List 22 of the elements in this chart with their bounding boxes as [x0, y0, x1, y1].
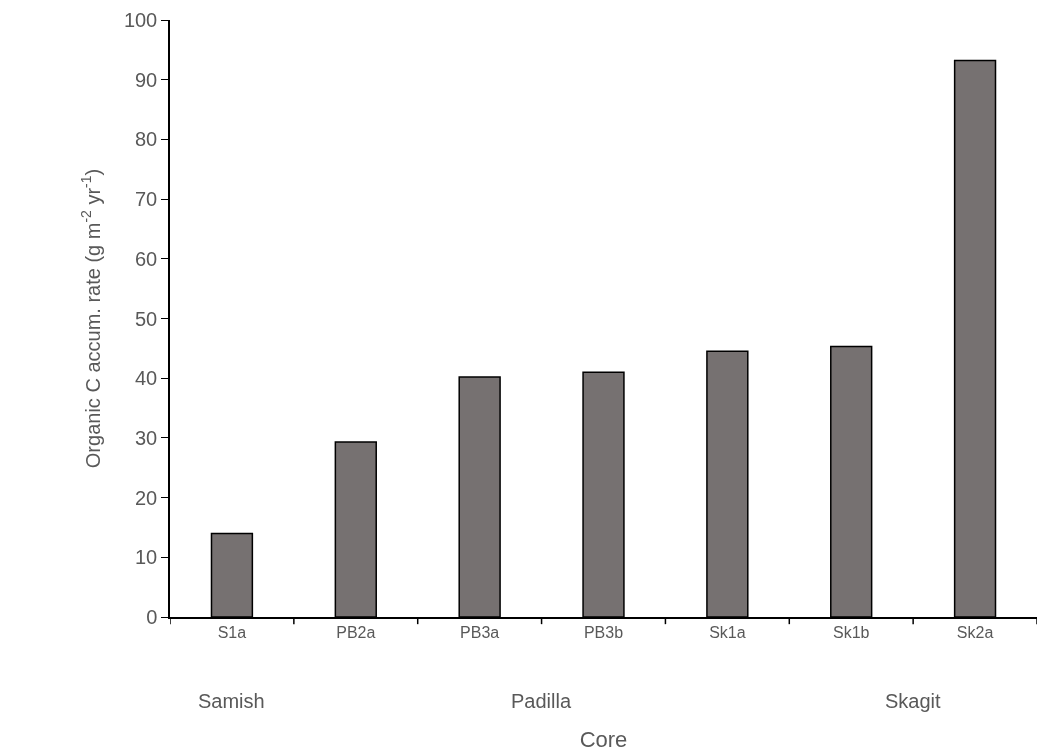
x-axis-title: Core	[579, 727, 628, 753]
x-tick-label: Sk2a	[956, 623, 994, 641]
y-tick-label: 60	[135, 247, 158, 270]
x-tick-label: Sk1b	[832, 623, 870, 641]
y-tick-label: 100	[123, 9, 158, 31]
y-tick-label: 30	[135, 426, 158, 449]
y-tick-label: 80	[135, 128, 158, 151]
text: Padilla	[511, 690, 572, 712]
y-tick-label: 20	[135, 486, 158, 509]
x-tick-label: Sk1a	[709, 623, 746, 641]
y-tick-label: 10	[135, 546, 158, 569]
x-tick-label: S1a	[217, 623, 247, 641]
text: Samish	[198, 690, 265, 712]
x-tick-label: PB2a	[336, 623, 376, 641]
y-tick-label: 90	[135, 68, 158, 91]
y-tick-label: 70	[135, 188, 158, 211]
y-tick-label: 50	[135, 307, 158, 330]
x-tick-label: PB3b	[583, 623, 624, 641]
y-tick-label: 40	[135, 367, 158, 390]
x-tick-label: PB3a	[460, 623, 500, 641]
y-tick-label: 0	[146, 606, 158, 628]
text: Skagit	[885, 690, 942, 712]
